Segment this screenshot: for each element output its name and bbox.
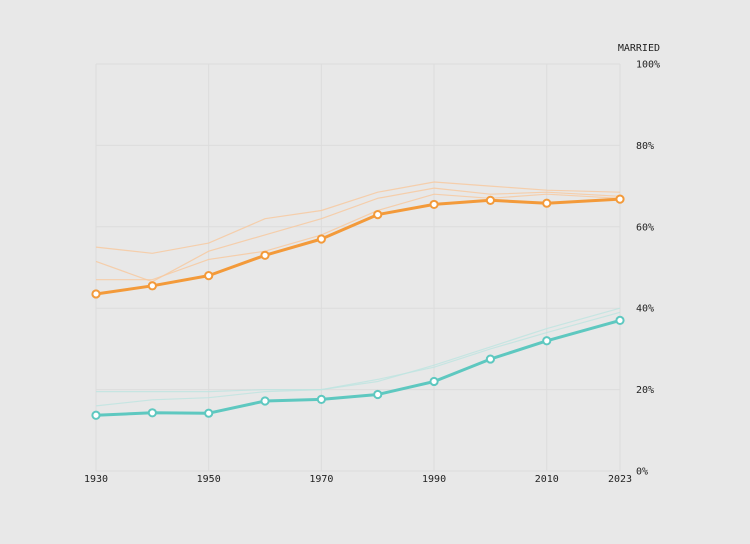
faint-teal-series-line xyxy=(96,311,621,393)
x-tick-label: 1950 xyxy=(197,474,221,485)
axis-labels: MARRIED 0% 20% 40% 60% 80% 100% 1930 1950 1970 19… xyxy=(84,43,660,485)
y-tick-label: 20% xyxy=(636,385,654,396)
teal-data-point xyxy=(260,396,270,406)
grid xyxy=(95,63,621,472)
orange-data-point xyxy=(204,271,214,281)
y-axis-title: MARRIED xyxy=(618,43,660,54)
y-tick-label: 80% xyxy=(636,141,654,152)
y-tick-label: 0% xyxy=(636,467,648,478)
orange-data-point xyxy=(260,250,270,260)
teal-data-point xyxy=(373,389,383,400)
teal-data-point xyxy=(91,410,101,420)
x-tick-label: 2023 xyxy=(608,474,632,485)
orange-data-point xyxy=(316,234,326,244)
teal-data-point xyxy=(204,408,214,418)
y-tick-label: 100% xyxy=(636,60,660,71)
teal-data-point xyxy=(429,376,439,387)
main-series-layer xyxy=(91,194,625,420)
teal-series-line xyxy=(94,318,622,417)
faint-orange-series-line xyxy=(95,187,621,283)
orange-data-point xyxy=(91,289,101,299)
orange-data-point xyxy=(429,199,439,210)
orange-series-line xyxy=(94,197,622,296)
faint-teal-series-line xyxy=(95,307,621,407)
faint-orange-series-line xyxy=(96,193,621,281)
teal-data-point xyxy=(316,394,326,404)
faint-series-layer xyxy=(95,181,621,407)
orange-data-point xyxy=(147,281,157,291)
x-tick-label: 2010 xyxy=(535,474,559,485)
teal-data-point xyxy=(615,315,625,326)
teal-data-point xyxy=(147,408,157,418)
orange-data-point xyxy=(542,198,552,208)
orange-data-point xyxy=(373,209,383,220)
faint-orange-series-line xyxy=(95,181,621,254)
teal-data-point xyxy=(542,336,552,346)
y-tick-label: 40% xyxy=(636,304,654,315)
y-tick-label: 60% xyxy=(636,222,654,233)
x-tick-label: 1930 xyxy=(84,474,108,485)
orange-data-point xyxy=(615,194,625,204)
x-tick-label: 1990 xyxy=(422,474,446,485)
teal-data-point xyxy=(485,354,496,364)
x-tick-label: 1970 xyxy=(309,474,333,485)
orange-data-point xyxy=(485,195,496,205)
